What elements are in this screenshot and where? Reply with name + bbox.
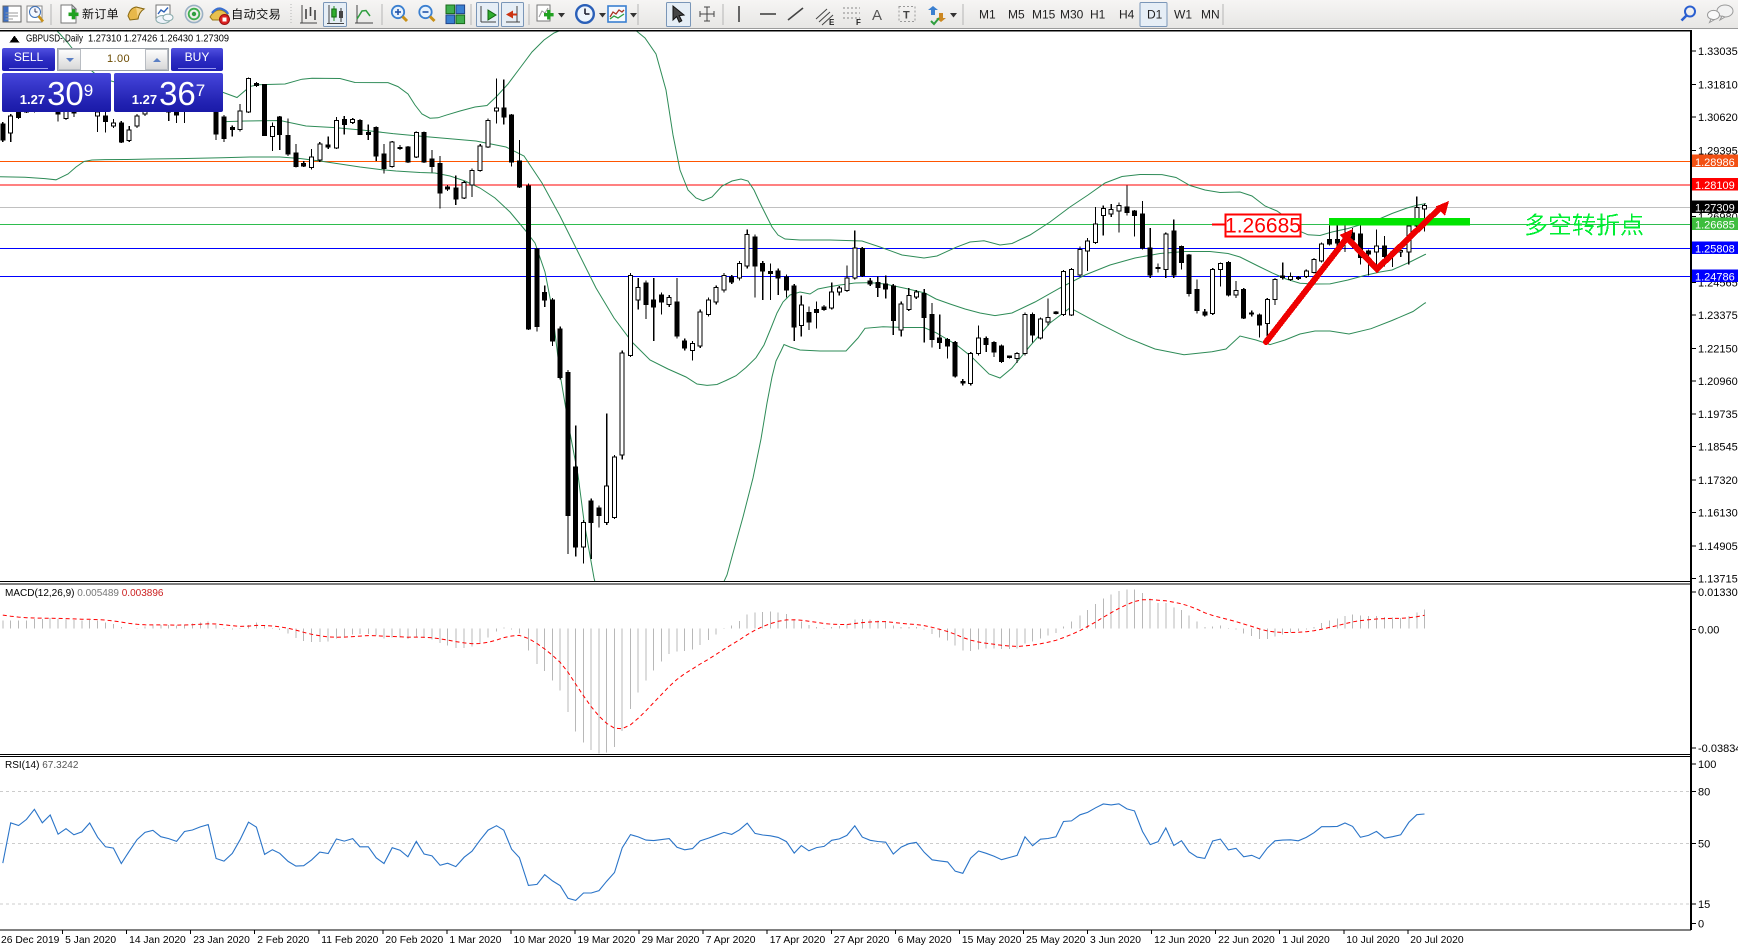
svg-text:E: E <box>829 18 835 27</box>
svg-text:15: 15 <box>1698 899 1710 911</box>
svg-text:0: 0 <box>1698 919 1704 931</box>
svg-text:MN: MN <box>1201 8 1220 22</box>
svg-text:1.14905: 1.14905 <box>1698 541 1738 553</box>
svg-text:D1: D1 <box>1147 8 1163 22</box>
svg-text:23 Jan 2020: 23 Jan 2020 <box>193 935 250 946</box>
svg-text:1.18545: 1.18545 <box>1698 442 1738 454</box>
svg-text:14 Jan 2020: 14 Jan 2020 <box>129 935 186 946</box>
svg-text:5 Jan 2020: 5 Jan 2020 <box>65 935 116 946</box>
svg-text:12 Jun 2020: 12 Jun 2020 <box>1154 935 1211 946</box>
svg-text:1.31810: 1.31810 <box>1698 80 1738 92</box>
svg-text:1.23375: 1.23375 <box>1698 310 1738 322</box>
svg-text:T: T <box>903 10 910 22</box>
svg-text:1.33035: 1.33035 <box>1698 46 1738 58</box>
svg-text:1.19735: 1.19735 <box>1698 409 1738 421</box>
svg-text:26 Dec 2019: 26 Dec 2019 <box>1 935 60 946</box>
svg-text:7 Apr 2020: 7 Apr 2020 <box>706 935 756 946</box>
svg-text:11 Feb 2020: 11 Feb 2020 <box>321 935 378 946</box>
svg-text:1.24786: 1.24786 <box>1695 272 1735 284</box>
svg-text:1.20960: 1.20960 <box>1698 376 1738 388</box>
svg-text:22 Jun 2020: 22 Jun 2020 <box>1218 935 1275 946</box>
svg-text:1 Mar 2020: 1 Mar 2020 <box>449 935 501 946</box>
svg-text:H4: H4 <box>1119 8 1135 22</box>
svg-text:19 Mar 2020: 19 Mar 2020 <box>578 935 636 946</box>
svg-text:1.26685: 1.26685 <box>1695 220 1735 232</box>
svg-text:20 Jul 2020: 20 Jul 2020 <box>1410 935 1464 946</box>
svg-text:27 Apr 2020: 27 Apr 2020 <box>834 935 890 946</box>
svg-text:17 Apr 2020: 17 Apr 2020 <box>770 935 826 946</box>
svg-text:80: 80 <box>1698 787 1710 799</box>
svg-text:M15: M15 <box>1032 8 1056 22</box>
svg-text:1.27309: 1.27309 <box>1695 203 1735 215</box>
svg-text:GBPUSD-,Daily: GBPUSD-,Daily <box>26 33 84 45</box>
svg-text:1.22150: 1.22150 <box>1698 343 1738 355</box>
svg-text:1.26685: 1.26685 <box>1225 215 1301 238</box>
svg-text:A: A <box>872 7 882 24</box>
svg-text:1.16130: 1.16130 <box>1698 508 1738 520</box>
svg-text:H1: H1 <box>1090 8 1106 22</box>
svg-text:29 Mar 2020: 29 Mar 2020 <box>642 935 700 946</box>
svg-text:1.17320: 1.17320 <box>1698 475 1738 487</box>
svg-text:RSI(14) 67.3242: RSI(14) 67.3242 <box>5 760 79 771</box>
svg-text:50: 50 <box>1698 839 1710 851</box>
svg-text:25 May 2020: 25 May 2020 <box>1026 935 1086 946</box>
svg-text:20 Feb 2020: 20 Feb 2020 <box>385 935 443 946</box>
svg-text:-0.038343: -0.038343 <box>1698 743 1738 755</box>
svg-text:1.30620: 1.30620 <box>1698 112 1738 124</box>
svg-text:F: F <box>856 18 861 27</box>
svg-text:100: 100 <box>1698 759 1716 771</box>
svg-text:3 Jun 2020: 3 Jun 2020 <box>1090 935 1141 946</box>
svg-text:M5: M5 <box>1008 8 1025 22</box>
svg-text:1 Jul 2020: 1 Jul 2020 <box>1282 935 1330 946</box>
svg-text:1.25808: 1.25808 <box>1695 244 1735 256</box>
svg-text:1.29395: 1.29395 <box>1698 145 1738 157</box>
svg-text:M30: M30 <box>1060 8 1084 22</box>
svg-text:6 May 2020: 6 May 2020 <box>898 935 952 946</box>
svg-text:MACD(12,26,9) 0.005489 0.00389: MACD(12,26,9) 0.005489 0.003896 <box>5 588 164 599</box>
svg-text:15 May 2020: 15 May 2020 <box>962 935 1022 946</box>
svg-text:1.27310 1.27426 1.26430 1.2730: 1.27310 1.27426 1.26430 1.27309 <box>88 33 229 45</box>
svg-text:0.013301: 0.013301 <box>1698 587 1738 599</box>
svg-text:1.28986: 1.28986 <box>1695 157 1735 169</box>
svg-text:M1: M1 <box>979 8 996 22</box>
svg-text:10 Jul 2020: 10 Jul 2020 <box>1346 935 1400 946</box>
svg-text:10 Mar 2020: 10 Mar 2020 <box>514 935 572 946</box>
svg-text:0.00: 0.00 <box>1698 624 1719 636</box>
svg-text:1.28109: 1.28109 <box>1695 180 1735 192</box>
svg-text:1.13715: 1.13715 <box>1698 574 1738 586</box>
svg-text:W1: W1 <box>1174 8 1192 22</box>
svg-text:2 Feb 2020: 2 Feb 2020 <box>257 935 309 946</box>
